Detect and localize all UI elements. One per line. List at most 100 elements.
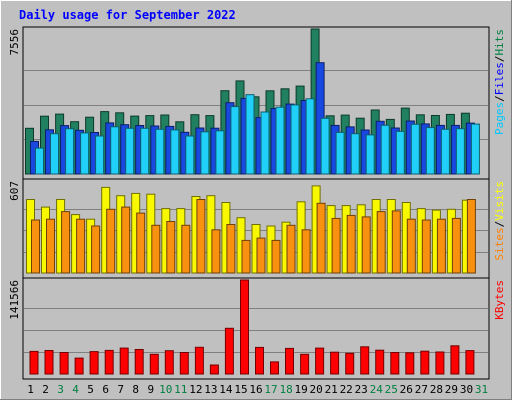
bar-pages-day-1 [35,147,44,175]
bar-sites-day-29 [451,217,461,274]
bar-sites-day-13 [211,229,221,274]
legend-item-hits: Hits [493,29,506,56]
x-tick-label-day-3: 3 [57,383,64,396]
legend-item-visits: Visits [493,181,506,221]
bar-kbytes-day-11 [179,352,189,375]
bar-sites-day-22 [346,214,356,274]
chart-title: Daily usage for September 2022 [19,8,236,22]
x-tick-label-day-27: 27 [415,383,428,396]
series-hits [25,28,470,175]
x-tick-label-day-17: 17 [264,383,277,396]
x-tick-label-day-15: 15 [234,383,247,396]
bar-sites-day-3 [61,211,71,274]
x-tick-label-day-28: 28 [430,383,443,396]
bar-sites-day-9 [151,224,161,274]
x-tick-label-day-10: 10 [159,383,172,396]
x-tick-label-day-9: 9 [147,383,154,396]
bar-pages-day-14 [230,106,240,175]
panel-visits: 607 Sites/Visits [8,178,506,279]
x-tick-label-day-18: 18 [279,383,292,396]
legend-visits: Sites/Visits [493,181,506,261]
bar-pages-day-3 [65,128,75,175]
bar-sites-day-20 [316,202,326,274]
bar-sites-day-8 [136,212,146,274]
x-tick-label-day-14: 14 [219,383,233,396]
bar-pages-day-13 [215,130,225,175]
bar-sites-day-5 [91,225,101,274]
bar-pages-day-27 [425,127,435,175]
x-tick-label-day-5: 5 [87,383,94,396]
ymax-label-kbytes: 141566 [8,280,21,320]
bar-pages-day-30 [470,123,480,175]
bar-pages-day-18 [290,104,300,175]
x-tick-label-day-12: 12 [189,383,202,396]
bar-kbytes-day-28 [435,351,445,375]
bar-sites-day-26 [406,218,416,274]
bar-sites-day-23 [361,216,371,274]
x-tick-label-day-21: 21 [325,383,338,396]
bar-sites-day-27 [421,219,431,274]
legend-hits: Pages/Files/Hits [493,29,506,135]
bar-pages-day-15 [245,94,255,175]
bar-sites-day-6 [106,208,116,274]
bar-pages-day-6 [110,126,120,175]
bar-kbytes-day-9 [149,353,159,375]
series-kbytes [29,279,475,375]
bar-sites-day-12 [196,199,206,274]
legend-separator: / [493,56,506,63]
bar-pages-day-24 [380,124,390,175]
bar-sites-day-17 [271,239,281,274]
bar-kbytes-day-3 [59,352,69,375]
bar-kbytes-day-24 [375,349,385,375]
bar-sites-day-28 [436,218,446,274]
bar-pages-day-20 [320,117,330,175]
x-tick-label-day-24: 24 [370,383,384,396]
bar-kbytes-day-27 [420,350,430,375]
x-tick-label-day-8: 8 [132,383,139,396]
ymax-label-hits: 7556 [8,29,21,56]
series-files [30,62,475,175]
bar-kbytes-day-14 [224,327,234,375]
bar-pages-day-22 [350,133,360,175]
legend-kbytes: KBytes [493,280,506,320]
x-tick-label-day-2: 2 [42,383,49,396]
bar-kbytes-day-29 [450,345,460,375]
bar-kbytes-day-26 [405,352,415,375]
legend-separator: / [493,221,506,228]
bar-pages-day-21 [335,131,345,175]
bar-sites-day-24 [376,211,386,274]
x-tick-label-day-23: 23 [355,383,368,396]
bar-pages-day-23 [365,134,375,175]
bar-pages-day-5 [95,135,105,175]
bar-sites-day-7 [121,206,131,274]
legend-item-sites: Sites [493,227,506,260]
x-tick-label-day-25: 25 [385,383,398,396]
bar-kbytes-day-6 [104,349,114,375]
legend-item-kbytes: KBytes [493,280,506,320]
legend-separator: / [493,95,506,102]
bar-sites-day-30 [466,199,476,274]
bar-pages-day-10 [170,129,180,175]
bar-kbytes-day-25 [390,352,400,375]
bar-kbytes-day-1 [29,350,39,375]
bar-pages-day-28 [440,128,450,175]
bar-pages-day-12 [200,131,210,175]
bar-kbytes-day-2 [44,350,54,375]
bar-sites-day-11 [181,224,191,274]
bar-sites-day-10 [166,221,176,274]
legend-item-files: Files [493,62,506,95]
series-pages [35,94,480,175]
chart-panels: 7556Pages/Files/Hits607Sites/Visits14156… [8,26,506,380]
bar-kbytes-day-18 [285,347,294,375]
bar-sites-day-18 [286,224,296,274]
series-sites [31,199,476,274]
bar-pages-day-29 [455,128,465,175]
x-tick-label-day-13: 13 [204,383,217,396]
bar-kbytes-day-15 [240,279,249,375]
legend-item-pages: Pages [493,102,506,135]
x-tick-label-day-26: 26 [400,383,413,396]
bar-kbytes-day-16 [255,346,264,375]
bar-kbytes-day-12 [194,346,204,375]
